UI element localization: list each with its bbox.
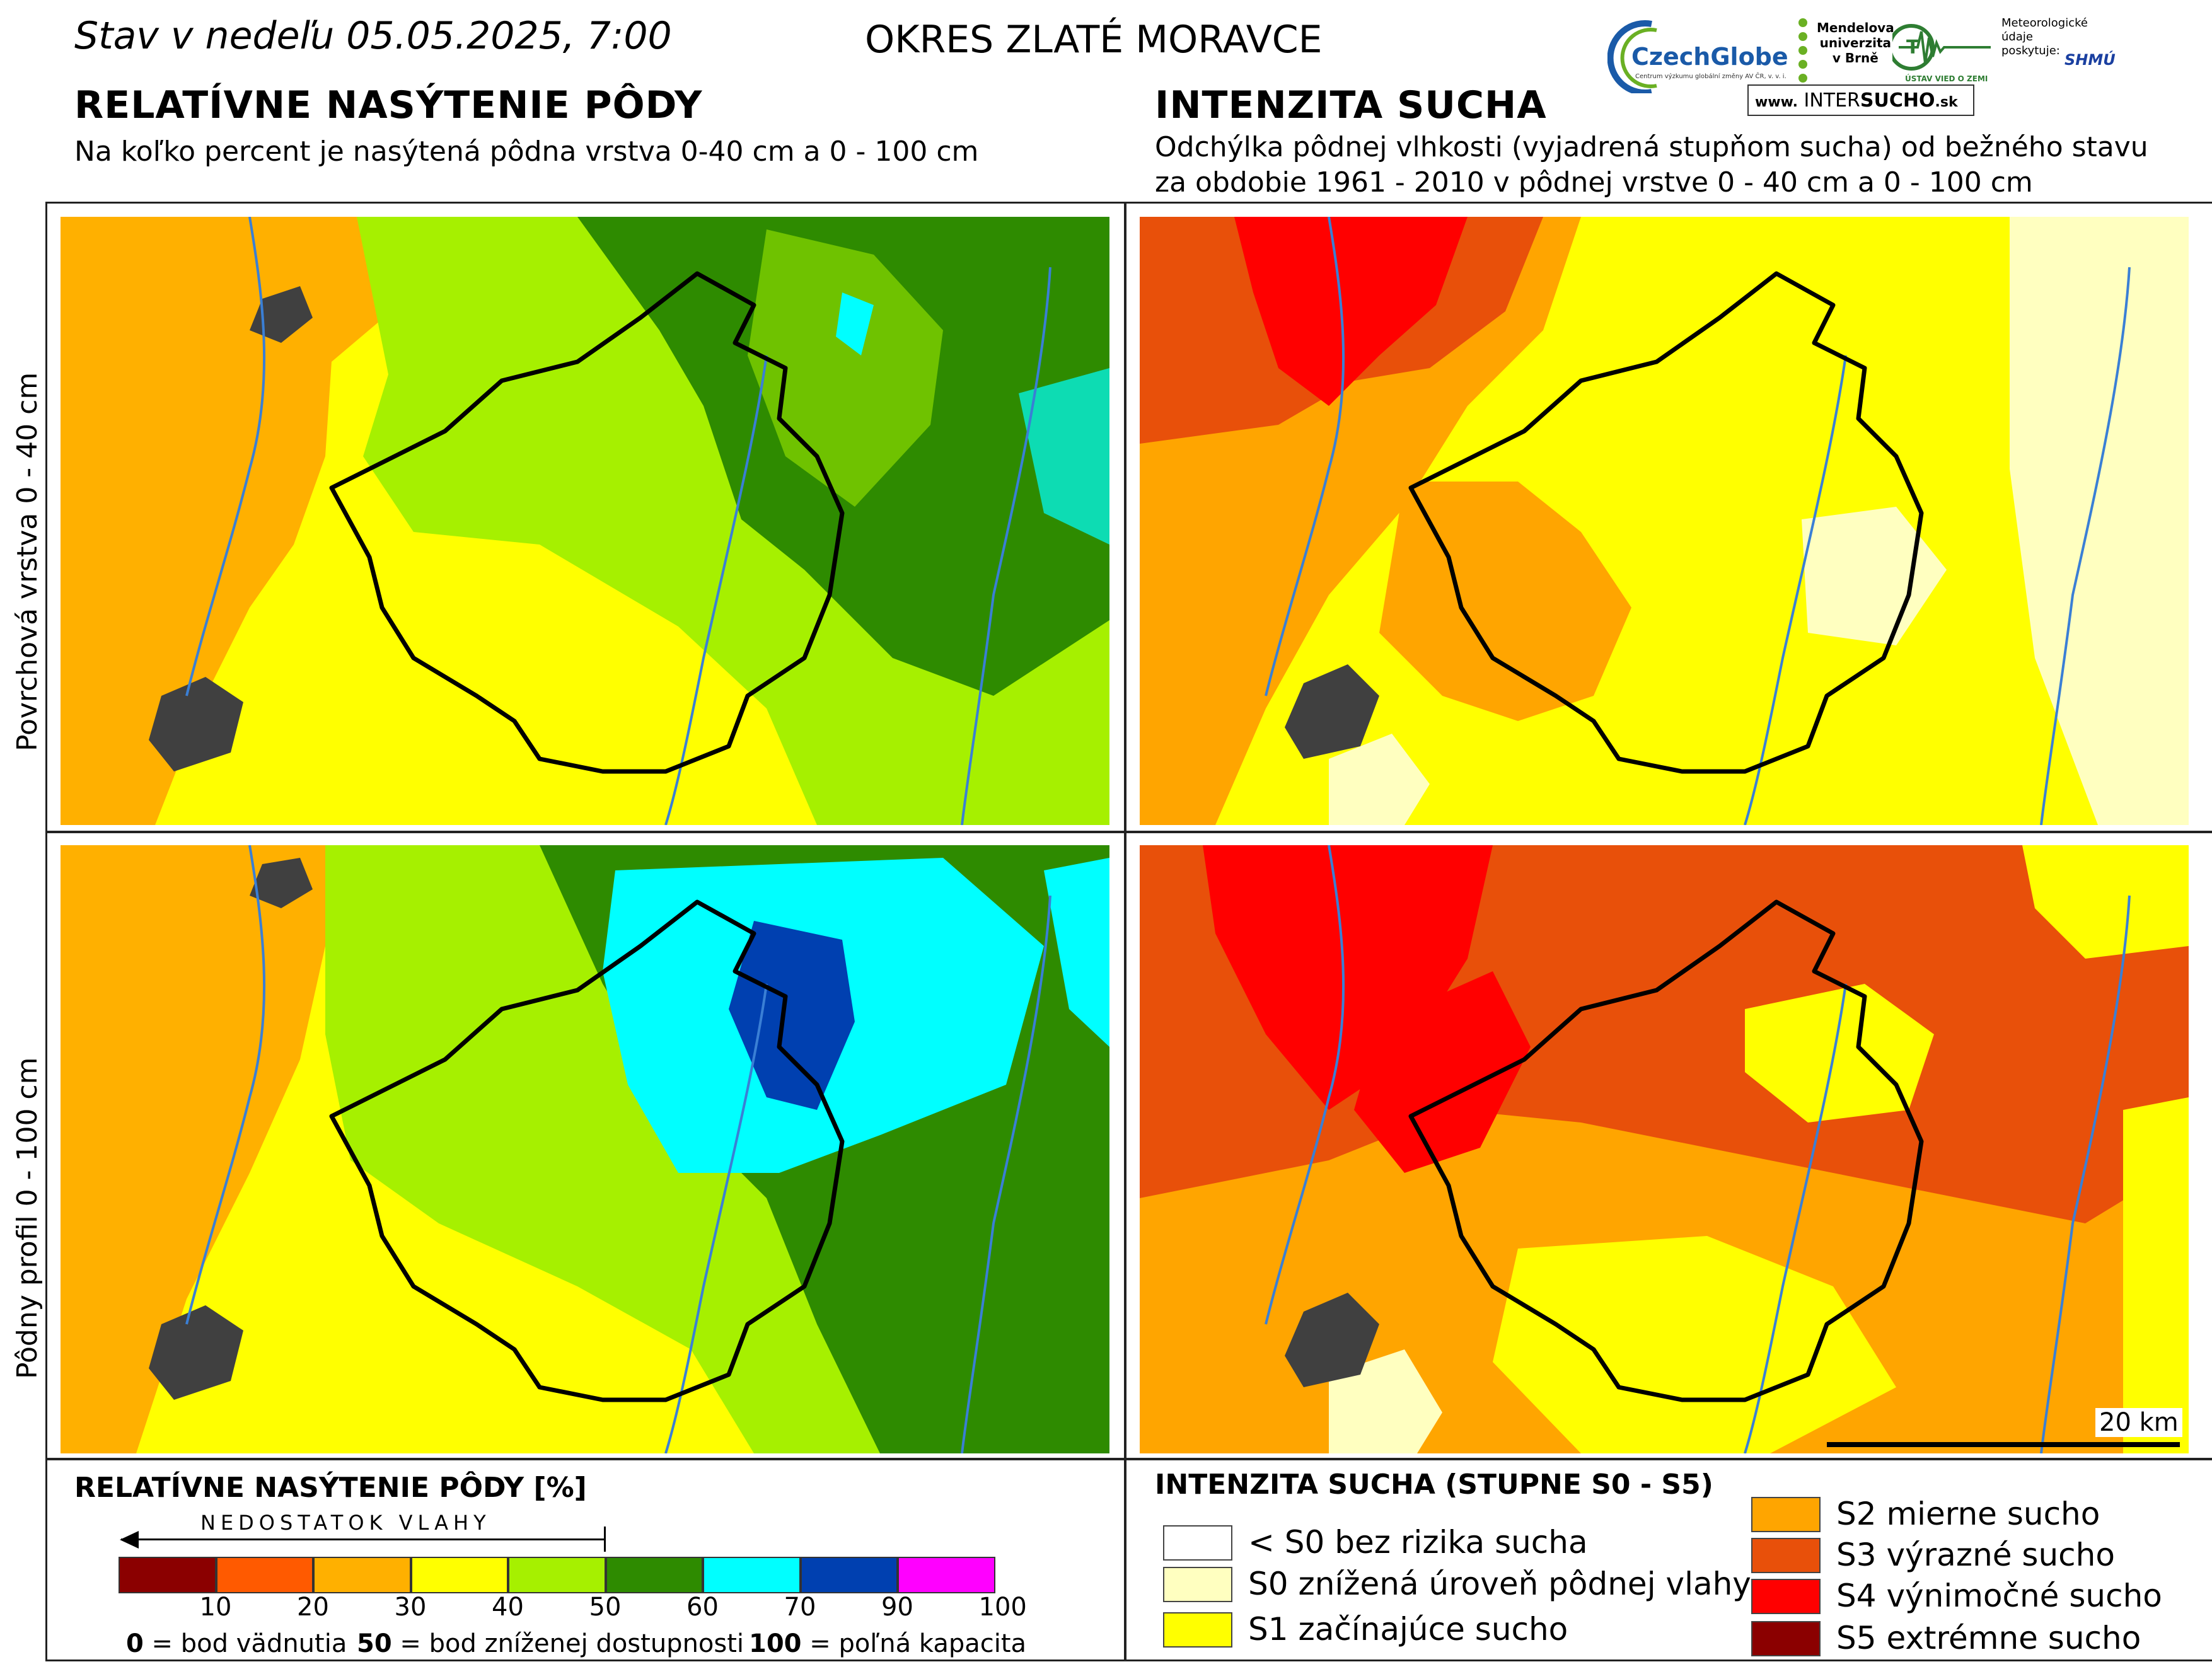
saturation-tick-label: 60 [686, 1593, 719, 1622]
reduced-availability-note: 50 = bod zníženej dostupnosti [357, 1629, 744, 1658]
mendel-logo: Mendelova univerzita v Brně [1797, 16, 1894, 92]
map-saturation-topsoil [61, 217, 1109, 825]
drought-title: INTENZITA SUCHA [1155, 83, 1547, 127]
mendel-line3: v Brně [1832, 50, 1879, 66]
czechglobe-wordmark: CzechGlobe [1631, 43, 1788, 71]
panel-divider-legend [45, 1458, 2212, 1460]
uvz-label: ÚSTAV VIED O ZEMI [1905, 74, 1988, 83]
saturation-tick-label: 30 [394, 1593, 427, 1622]
drought-class-label: S1 začínajúce sucho [1248, 1611, 1568, 1648]
saturation-tick-label: 10 [199, 1593, 232, 1622]
saturation-class-swatch [216, 1557, 313, 1593]
moisture-deficit-label: NEDOSTATOK VLAHY [200, 1511, 491, 1535]
saturation-class-swatch [410, 1557, 508, 1593]
saturation-tick-label: 50 [589, 1593, 622, 1622]
drought-class-swatch [1163, 1612, 1232, 1648]
mendel-line2: univerzita [1819, 35, 1892, 50]
saturation-class-swatch [605, 1557, 703, 1593]
saturation-tick-label: 20 [297, 1593, 329, 1622]
intersucho-inter: INTER [1804, 89, 1860, 112]
saturation-class-swatch [703, 1557, 801, 1593]
map-saturation-profile [61, 845, 1109, 1453]
meteo-line3: poskytuje: [2001, 44, 2060, 57]
drought-class-swatch [1751, 1621, 1821, 1656]
meteo-provider: Meteorologické údaje poskytuje: SHMÚ [2001, 16, 2121, 92]
drought-class-swatch [1751, 1538, 1821, 1573]
intersucho-www: www. [1755, 95, 1798, 110]
map-drought-topsoil [1140, 217, 2189, 825]
saturation-class-swatch [898, 1557, 995, 1593]
drought-subtitle-line1: Odchýlka pôdnej vlhkosti (vyjadrená stup… [1155, 131, 2148, 163]
moisture-deficit-arrow [121, 1538, 605, 1540]
panel-divider-vertical [1124, 202, 1126, 1661]
saturation-class-swatch [313, 1557, 411, 1593]
saturation-tick-label: 100 [978, 1593, 1027, 1622]
drought-class-label: S2 mierne sucho [1836, 1496, 2100, 1532]
uvz-logo: T ÚSTAV VIED O ZEMI [1888, 19, 1993, 88]
drought-class-label: S3 výrazné sucho [1836, 1537, 2115, 1573]
panel-divider-middle [45, 831, 2212, 833]
arrow-head-icon [120, 1531, 139, 1549]
drought-legend-title: INTENZITA SUCHA (STUPNE S0 - S5) [1155, 1469, 1713, 1501]
reduced-availability-text: = bod zníženej dostupnosti [391, 1629, 744, 1658]
saturation-tick-label: 40 [492, 1593, 524, 1622]
field-capacity-value: 100 [749, 1629, 802, 1658]
drought-class-label: S0 znížená úroveň pôdnej vlahy [1248, 1566, 1751, 1602]
saturation-tick-label: 70 [784, 1593, 816, 1622]
map-drought-profile: 20 km [1140, 845, 2189, 1453]
field-capacity-text: = poľná kapacita [801, 1629, 1027, 1658]
drought-class-label: S4 výnimočné sucho [1836, 1578, 2162, 1614]
saturation-subtitle: Na koľko percent je nasýtená pôdna vrstv… [74, 136, 979, 168]
saturation-class-swatch [800, 1557, 898, 1593]
scale-bar-label: 20 km [2095, 1408, 2182, 1437]
drought-class-swatch [1751, 1497, 1821, 1532]
panel-frame [45, 202, 2212, 1661]
saturation-legend-title: RELATÍVNE NASÝTENIE PÔDY [%] [74, 1472, 587, 1504]
reduced-availability-value: 50 [357, 1629, 392, 1658]
wilting-point-note: 0 = bod vädnutia [126, 1629, 347, 1658]
scale-bar [1827, 1442, 2180, 1447]
arrow-tail-tick [604, 1527, 606, 1552]
field-capacity-note: 100 = poľná kapacita [749, 1629, 1026, 1658]
intersucho-sucho: SUCHO [1860, 89, 1935, 112]
meteo-line1: Meteorologické [2001, 16, 2088, 30]
czechglobe-logo: CzechGlobe Centrum výzkumu globální změn… [1607, 18, 1790, 96]
svg-text:T: T [1906, 37, 1920, 59]
drought-class-swatch [1163, 1567, 1232, 1602]
row-label-topsoil: Povrchová vrstva 0 - 40 cm [11, 372, 43, 751]
row-label-profile: Pôdny profil 0 - 100 cm [11, 1057, 43, 1380]
wilting-point-value: 0 [126, 1629, 144, 1658]
drought-class-label: S5 extrémne sucho [1836, 1620, 2141, 1656]
date-caption: Stav v nedeľu 05.05.2025, 7:00 [74, 14, 672, 58]
intersucho-logo: www. INTERSUCHO.sk [1747, 84, 1974, 116]
mendel-line1: Mendelova [1817, 20, 1894, 35]
drought-subtitle-line2: za obdobie 1961 - 2010 v pôdnej vrstve 0… [1155, 166, 2033, 199]
district-title: OKRES ZLATÉ MORAVCE [865, 18, 1323, 62]
meteo-line2: údaje [2001, 30, 2033, 43]
drought-class-label: < S0 bez rizika sucha [1248, 1524, 1588, 1561]
drought-class-swatch [1751, 1579, 1821, 1614]
czechglobe-tagline: Centrum výzkumu globální změny AV ČR, v.… [1635, 73, 1786, 80]
drought-class-swatch [1163, 1525, 1232, 1561]
wilting-point-text: = bod vädnutia [143, 1629, 347, 1658]
saturation-class-swatch [119, 1557, 216, 1593]
saturation-title: RELATÍVNE NASÝTENIE PÔDY [74, 83, 703, 127]
intersucho-tld: .sk [1935, 95, 1958, 110]
partner-logos: CzechGlobe Centrum výzkumu globální změn… [1607, 11, 2200, 118]
shmu-logo: SHMÚ [2064, 51, 2116, 69]
saturation-class-swatch [508, 1557, 606, 1593]
saturation-tick-label: 90 [881, 1593, 913, 1622]
